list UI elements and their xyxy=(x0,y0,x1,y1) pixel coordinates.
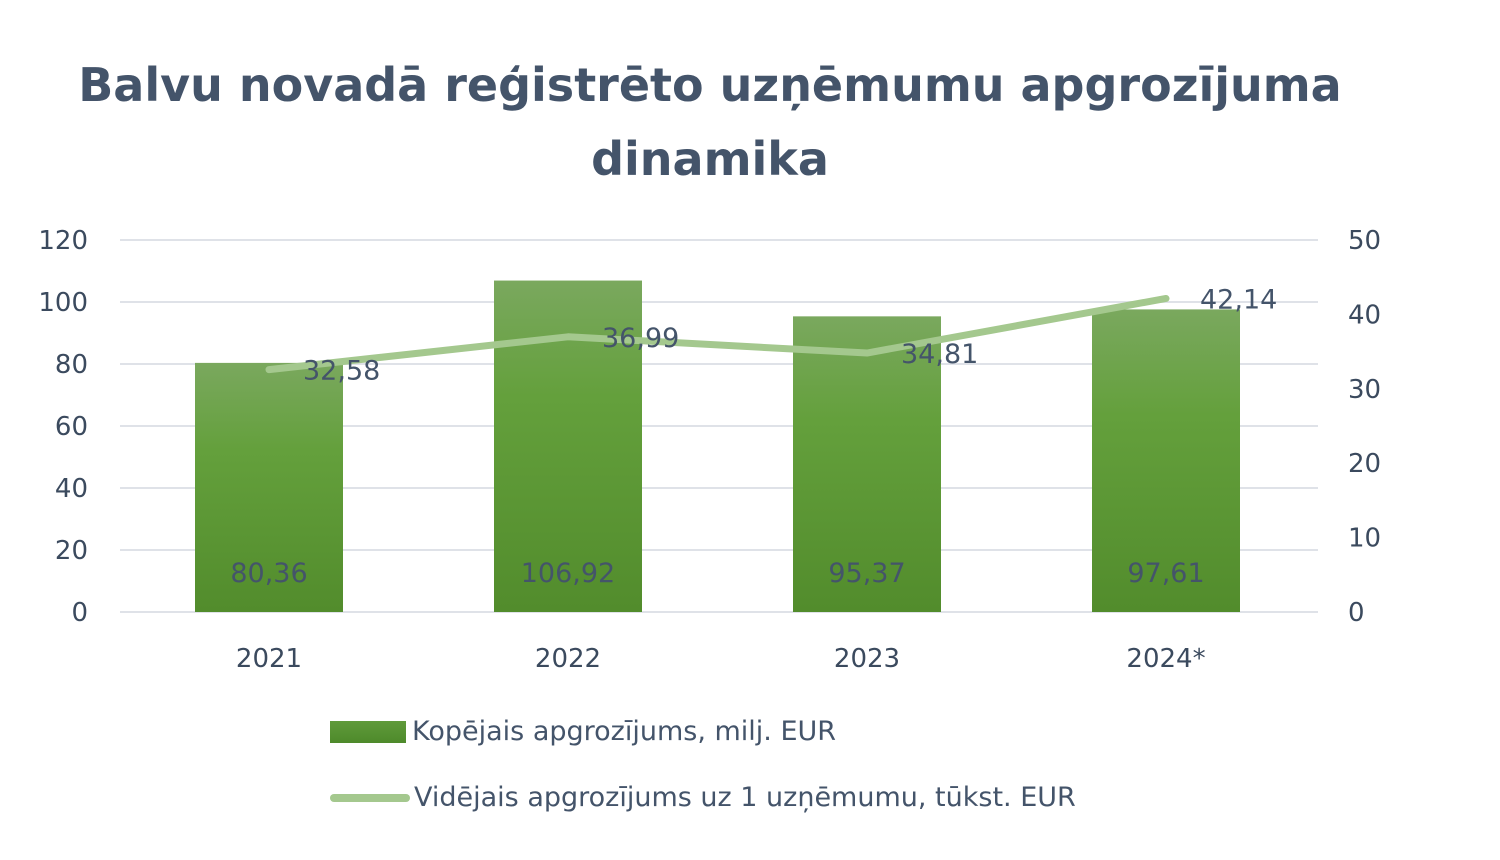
bar-data-label: 95,37 xyxy=(828,558,905,589)
y-right-tick-label: 0 xyxy=(1348,598,1365,628)
y-right-tick-label: 50 xyxy=(1348,226,1381,256)
y-left-tick-label: 120 xyxy=(38,226,88,256)
bar-data-label: 80,36 xyxy=(230,558,307,589)
bar-data-label: 97,61 xyxy=(1127,558,1204,589)
legend-item-bar: Kopējais apgrozījums, milj. EUR xyxy=(330,716,836,747)
x-tick-label: 2022 xyxy=(535,644,601,674)
y-left-tick-label: 80 xyxy=(55,350,88,380)
y-left-tick-label: 20 xyxy=(55,536,88,566)
x-tick-label: 2021 xyxy=(236,644,302,674)
line-data-label: 34,81 xyxy=(901,339,978,370)
bar xyxy=(793,316,941,612)
y-left-tick-label: 100 xyxy=(38,288,88,318)
chart-title: Balvu novadā reģistrēto uzņēmumu apgrozī… xyxy=(78,58,1342,186)
legend-item-line: Vidējais apgrozījums uz 1 uzņēmumu, tūks… xyxy=(330,782,1076,813)
y-left-tick-label: 0 xyxy=(71,598,88,628)
x-tick-label: 2024* xyxy=(1126,644,1205,674)
line-series xyxy=(265,294,1170,374)
y-right-tick-label: 40 xyxy=(1348,300,1381,330)
y-right-tick-label: 20 xyxy=(1348,449,1381,479)
legend-label-line: Vidējais apgrozījums uz 1 uzņēmumu, tūks… xyxy=(414,782,1076,813)
line-data-label: 42,14 xyxy=(1200,284,1277,315)
y-right-tick-label: 30 xyxy=(1348,375,1381,405)
line-data-label: 32,58 xyxy=(303,356,380,387)
y-left-tick-label: 60 xyxy=(55,412,88,442)
legend-swatch-bar xyxy=(330,720,406,743)
bar xyxy=(195,362,343,612)
x-tick-label: 2023 xyxy=(834,644,900,674)
bar-data-label: 106,92 xyxy=(521,558,615,589)
legend-label-bar: Kopējais apgrozījums, milj. EUR xyxy=(412,716,837,747)
y-right-tick-label: 10 xyxy=(1348,524,1381,554)
line-data-label: 36,99 xyxy=(602,323,679,354)
bar xyxy=(1092,309,1240,612)
legend-swatch-line xyxy=(330,793,410,802)
y-left-tick-label: 40 xyxy=(55,474,88,504)
